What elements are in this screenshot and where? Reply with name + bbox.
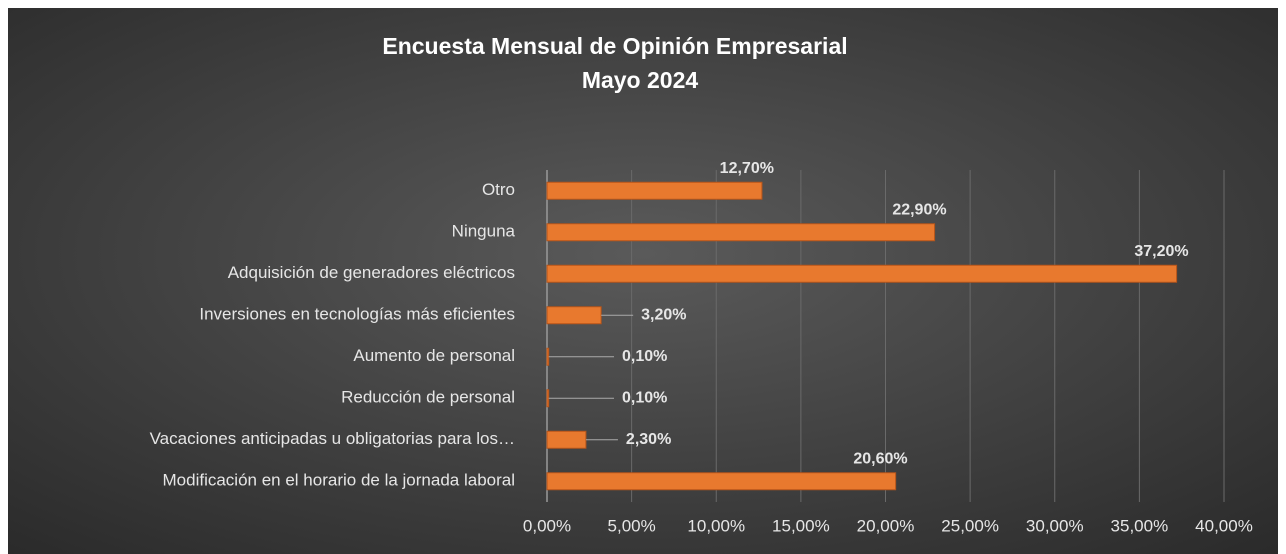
x-tick-label: 30,00% [1026,516,1084,535]
bar [546,347,550,366]
value-label: 3,20% [641,306,686,323]
x-tick-label: 40,00% [1195,516,1253,535]
y-tick-label: Adquisición de generadores eléctricos [228,263,515,282]
y-tick-label: Ninguna [452,222,516,241]
x-tick-label: 5,00% [608,516,656,535]
y-tick-label: Modificación en el horario de la jornada… [163,471,516,490]
x-tick-label: 35,00% [1111,516,1169,535]
bar [546,223,936,242]
bar [546,181,763,200]
value-label: 37,20% [1134,243,1188,260]
x-tick-label: 15,00% [772,516,830,535]
value-label: 20,60% [853,450,907,467]
x-tick-label: 10,00% [687,516,745,535]
bar [546,264,1178,283]
bar [546,472,897,491]
chart-title: Encuesta Mensual de Opinión Empresarial [382,33,847,59]
bar [546,430,587,449]
x-tick-label: 20,00% [857,516,915,535]
y-tick-label: Otro [482,180,515,199]
bar [546,306,602,325]
y-tick-label: Aumento de personal [353,346,515,365]
value-label: 22,90% [892,201,946,218]
y-tick-label: Inversiones en tecnologías más eficiente… [199,305,515,324]
x-tick-label: 25,00% [941,516,999,535]
bar [546,389,550,408]
value-label: 2,30% [626,431,671,448]
y-tick-label: Reducción de personal [341,388,515,407]
value-label: 0,10% [622,348,667,365]
value-label: 0,10% [622,389,667,406]
x-tick-label: 0,00% [523,516,571,535]
chart-subtitle: Mayo 2024 [582,67,699,93]
value-label: 12,70% [720,160,774,177]
y-tick-label: Vacaciones anticipadas u obligatorias pa… [150,429,515,448]
